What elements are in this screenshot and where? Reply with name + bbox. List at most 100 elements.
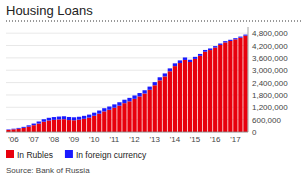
bar xyxy=(203,52,207,132)
bar xyxy=(62,116,66,119)
bar xyxy=(57,117,61,120)
bar xyxy=(243,36,247,132)
x-tick-label: '17 xyxy=(230,135,241,144)
x-tick-label: '16 xyxy=(210,135,221,144)
x-tick-label: '13 xyxy=(150,135,161,144)
bar xyxy=(117,102,121,105)
y-tick-label: 1,800,000 xyxy=(252,91,288,100)
bar xyxy=(238,37,242,38)
title-rule xyxy=(6,21,302,22)
bar xyxy=(188,60,192,62)
bar xyxy=(153,82,157,85)
bar xyxy=(163,76,167,132)
y-tick-label: 3,000,000 xyxy=(252,66,288,75)
bar xyxy=(77,117,81,120)
bar xyxy=(102,111,106,132)
bar xyxy=(112,108,116,132)
x-tick-label: '10 xyxy=(89,135,100,144)
bar xyxy=(178,60,182,63)
x-tick-label: '12 xyxy=(129,135,140,144)
bar xyxy=(22,128,26,132)
x-tick-label: '15 xyxy=(190,135,201,144)
bar xyxy=(218,44,222,45)
legend-label: In Rubles xyxy=(17,150,53,160)
legend: In Rubles In foreign currency xyxy=(6,150,147,160)
bar xyxy=(148,87,152,90)
bar xyxy=(52,117,56,120)
bar xyxy=(77,120,81,132)
bar xyxy=(87,115,91,118)
bar xyxy=(42,122,46,132)
bar xyxy=(148,90,152,132)
x-tick-label: '06 xyxy=(8,135,19,144)
legend-swatch xyxy=(6,150,14,158)
y-tick-label: 600,000 xyxy=(252,116,281,125)
bar xyxy=(87,118,91,132)
bar xyxy=(233,38,237,39)
bar xyxy=(32,124,36,126)
bar xyxy=(72,120,76,132)
bar xyxy=(32,125,36,132)
bar xyxy=(183,60,187,132)
bar xyxy=(72,117,76,120)
bar xyxy=(163,73,167,76)
bar xyxy=(137,96,141,132)
bar xyxy=(168,71,172,132)
bar xyxy=(153,85,157,132)
bar xyxy=(97,114,101,132)
bar xyxy=(208,50,212,132)
bar xyxy=(188,62,192,132)
bar xyxy=(42,119,46,121)
legend-label: In foreign currency xyxy=(76,150,147,160)
bars xyxy=(6,35,247,132)
chart: Housing Loans0600,0001,200,0001,800,0002… xyxy=(0,0,308,180)
bar xyxy=(238,38,242,132)
bar xyxy=(208,48,212,50)
bar xyxy=(92,113,96,116)
bar xyxy=(27,125,31,126)
bar xyxy=(67,117,71,120)
bar xyxy=(223,41,227,42)
bar xyxy=(178,63,182,132)
bar xyxy=(37,122,41,124)
title: Housing Loans xyxy=(6,3,93,18)
bar xyxy=(82,119,86,132)
grid xyxy=(6,33,248,132)
bar xyxy=(132,99,136,132)
bar xyxy=(22,127,26,128)
bar xyxy=(112,104,116,107)
bar xyxy=(213,48,217,132)
bar xyxy=(107,107,111,110)
y-tick-label: 2,400,000 xyxy=(252,79,288,88)
bar xyxy=(173,63,177,66)
bar xyxy=(107,110,111,132)
x-tick-label: '09 xyxy=(69,135,80,144)
x-tick-label: '07 xyxy=(29,135,40,144)
bar xyxy=(52,120,56,132)
bar xyxy=(62,119,66,132)
legend-swatch xyxy=(65,150,73,158)
bar xyxy=(97,111,101,114)
bar xyxy=(213,46,217,47)
bar xyxy=(137,93,141,96)
bar xyxy=(16,129,20,132)
bar xyxy=(127,101,131,132)
x-tick-label: '08 xyxy=(49,135,60,144)
grid-line xyxy=(6,132,248,133)
y-tick-label: 4,800,000 xyxy=(252,29,288,38)
bar xyxy=(143,90,147,93)
bar xyxy=(122,100,126,103)
annotation: Source: Bank of Russia xyxy=(6,166,90,175)
bar xyxy=(228,40,232,41)
x-axis-line xyxy=(6,132,248,133)
y-tick-label: 1,200,000 xyxy=(252,103,288,112)
bar xyxy=(183,57,187,59)
bar xyxy=(117,106,121,132)
bar xyxy=(82,116,86,119)
bar xyxy=(223,42,227,132)
bar xyxy=(228,41,232,132)
y-tick-label: 4,200,000 xyxy=(252,42,288,51)
bar xyxy=(67,120,71,132)
bar xyxy=(218,45,222,132)
x-tick-label: '11 xyxy=(109,135,119,144)
